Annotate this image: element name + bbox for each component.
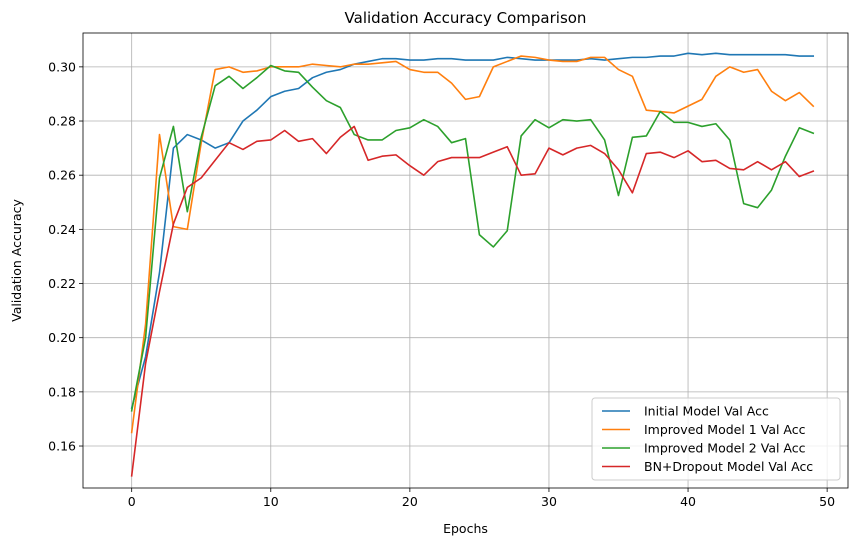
x-tick-label: 30 bbox=[541, 494, 557, 509]
legend: Initial Model Val Acc Improved Model 1 Va… bbox=[591, 397, 841, 481]
chart-title: Validation Accuracy Comparison bbox=[345, 9, 587, 27]
series-layer bbox=[130, 52, 815, 477]
y-tick-label: 0.28 bbox=[48, 114, 76, 129]
y-tick-label: 0.18 bbox=[48, 384, 76, 399]
ticks: 0 10 20 30 40 50 0.16 0.18 0.20 0.22 0.24 0.26 0.28 0… bbox=[48, 59, 835, 509]
y-tick-label: 0.22 bbox=[48, 276, 76, 291]
series-line-1 bbox=[130, 52, 815, 410]
x-tick-label: 10 bbox=[263, 494, 279, 509]
y-tick-label: 0.20 bbox=[48, 330, 76, 345]
x-tick-label: 50 bbox=[819, 494, 835, 509]
y-tick-label: 0.26 bbox=[48, 168, 76, 183]
series-line-2 bbox=[130, 55, 815, 434]
legend-label-2: Improved Model 1 Val Acc bbox=[644, 422, 806, 437]
legend-label-4: BN+Dropout Model Val Acc bbox=[644, 459, 813, 474]
legend-entries: Initial Model Val Acc Improved Model 1 Va… bbox=[602, 404, 813, 474]
plot-frame bbox=[82, 32, 849, 489]
y-tick-label: 0.24 bbox=[48, 222, 76, 237]
y-tick-label: 0.30 bbox=[48, 59, 76, 74]
series-line-3 bbox=[130, 64, 815, 412]
y-axis-label: Validation Accuracy bbox=[9, 199, 24, 322]
series-line-4 bbox=[130, 125, 815, 477]
y-tick-label: 0.16 bbox=[48, 439, 76, 454]
x-tick-label: 20 bbox=[402, 494, 418, 509]
x-axis-label: Epochs bbox=[443, 521, 488, 536]
legend-label-1: Initial Model Val Acc bbox=[644, 404, 769, 419]
legend-label-3: Improved Model 2 Val Acc bbox=[644, 441, 806, 456]
x-tick-label: 0 bbox=[128, 494, 136, 509]
legend-frame bbox=[591, 397, 841, 481]
x-tick-label: 40 bbox=[680, 494, 696, 509]
